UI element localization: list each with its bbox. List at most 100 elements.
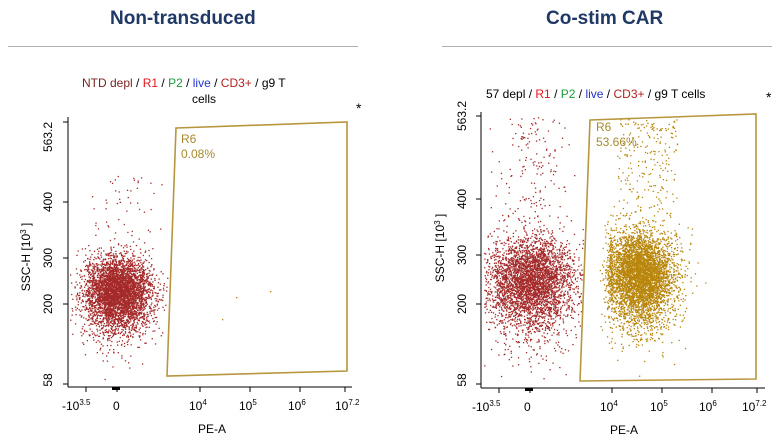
event-dot (100, 275, 102, 278)
event-dot (143, 272, 145, 275)
event-dot (72, 310, 74, 312)
event-dot (110, 248, 112, 250)
event-dot (103, 298, 106, 300)
event-dot (136, 304, 138, 306)
event-dot (122, 307, 124, 309)
event-dot (126, 210, 128, 212)
event-dot (143, 322, 145, 324)
event-dot (152, 293, 154, 295)
event-dot (121, 340, 124, 342)
event-dot (101, 274, 103, 276)
event-dot (143, 308, 145, 311)
event-dot (139, 307, 141, 309)
event-dot (110, 301, 113, 303)
event-dot (108, 313, 110, 315)
event-dot (121, 269, 123, 271)
event-dot (123, 310, 125, 313)
event-dot (128, 283, 131, 285)
event-dot (116, 279, 118, 281)
gating-path-segment: CD3+ (220, 76, 252, 90)
gate-r6[interactable] (166, 121, 348, 377)
event-dot (114, 326, 117, 328)
event-dot (118, 306, 120, 309)
event-dot (562, 305, 564, 307)
event-dot (530, 332, 532, 335)
event-dot (120, 259, 122, 261)
event-dot (131, 278, 133, 280)
event-dot (558, 279, 560, 281)
event-dot (118, 296, 120, 298)
event-dot (113, 283, 116, 286)
event-dot (111, 308, 113, 311)
event-dot (119, 296, 121, 299)
event-dot (154, 277, 156, 280)
event-dot (140, 284, 142, 286)
event-dot (131, 303, 133, 305)
event-dot (87, 257, 89, 260)
event-dot (109, 335, 111, 337)
event-dot (123, 265, 125, 267)
event-dot (549, 259, 551, 261)
event-dot (77, 250, 79, 252)
event-dot (132, 302, 135, 304)
event-dot (99, 300, 101, 302)
event-dot (106, 314, 108, 316)
event-dot (127, 281, 129, 283)
event-dot (130, 270, 132, 272)
event-dot (76, 307, 78, 309)
event-dot (508, 271, 511, 273)
event-dot (111, 316, 113, 318)
event-dot (117, 329, 119, 331)
event-dot (107, 304, 109, 306)
event-dot (152, 273, 154, 275)
event-dot (104, 274, 106, 277)
event-dot (85, 293, 87, 295)
event-dot (107, 275, 109, 278)
event-dot (88, 279, 90, 281)
event-dot (83, 275, 85, 277)
event-dot (534, 257, 536, 259)
event-dot (139, 288, 141, 290)
event-dot (127, 273, 130, 275)
event-dot (107, 307, 109, 309)
event-dot (80, 302, 82, 304)
event-dot (104, 289, 106, 291)
event-dot (491, 255, 494, 257)
event-dot (119, 304, 121, 306)
event-dot (107, 295, 110, 297)
event-dot (130, 279, 132, 281)
event-dot (110, 255, 112, 257)
event-dot (120, 324, 122, 327)
event-dot (107, 296, 110, 299)
event-dot (122, 270, 124, 272)
event-dot (120, 312, 123, 314)
event-dot (113, 266, 115, 268)
event-dot (140, 299, 142, 301)
event-dot (144, 314, 146, 316)
event-dot (131, 264, 134, 266)
event-dot (163, 285, 165, 287)
event-dot (88, 280, 91, 282)
event-dot (120, 323, 123, 325)
event-dot (93, 264, 95, 266)
event-dot (115, 306, 117, 308)
event-dot (559, 316, 562, 319)
event-dot (150, 278, 152, 280)
event-dot (132, 296, 135, 298)
event-dot (132, 303, 134, 305)
event-dot (113, 303, 116, 305)
event-dot (130, 355, 132, 357)
event-dot (97, 312, 99, 314)
event-dot (124, 281, 126, 283)
event-dot (101, 277, 103, 279)
event-dot (116, 296, 118, 298)
event-dot (126, 289, 128, 291)
event-dot (139, 291, 142, 293)
event-dot (97, 310, 100, 312)
event-dot (125, 277, 128, 279)
event-dot (553, 283, 555, 285)
event-dot (495, 247, 497, 249)
event-dot (126, 270, 129, 272)
event-dot (129, 302, 131, 304)
event-dot (146, 296, 148, 298)
